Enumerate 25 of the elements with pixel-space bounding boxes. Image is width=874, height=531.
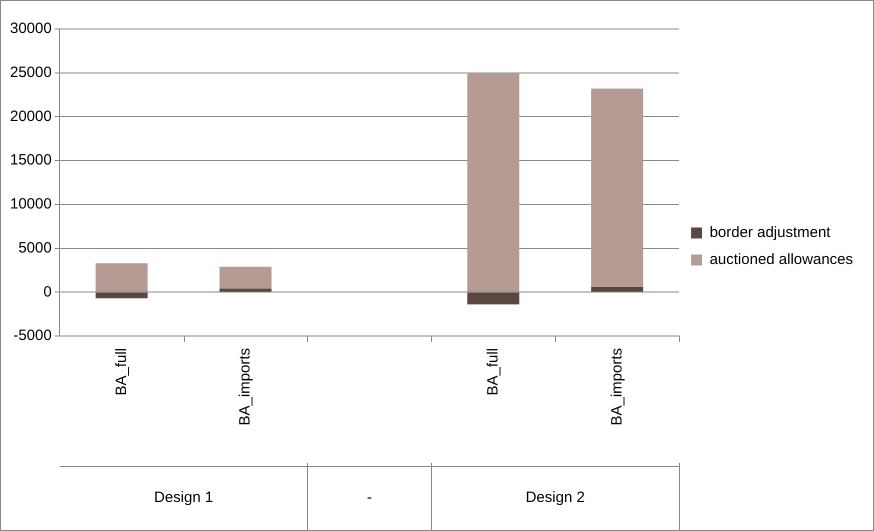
x-tick-label: BA_imports bbox=[608, 348, 626, 426]
bar bbox=[467, 292, 520, 304]
y-tick-label: 0 bbox=[43, 283, 52, 300]
bar bbox=[96, 292, 148, 298]
x-tick-label: BA_imports bbox=[236, 348, 254, 426]
text: Design 1 bbox=[154, 489, 214, 506]
bar bbox=[591, 88, 644, 287]
bar bbox=[220, 266, 272, 289]
bar bbox=[467, 72, 520, 292]
y-tick-label: -5000 bbox=[13, 327, 52, 344]
y-tick-label: 15000 bbox=[10, 152, 52, 169]
y-tick-label: 10000 bbox=[10, 196, 52, 213]
bar bbox=[591, 286, 644, 292]
bar bbox=[220, 288, 272, 292]
y-tick-label: 30000 bbox=[10, 20, 52, 38]
y-tick-label: 20000 bbox=[10, 108, 52, 125]
legend-label: border adjustment bbox=[710, 224, 832, 242]
text: - bbox=[366, 489, 372, 506]
y-tick-label: 5000 bbox=[18, 239, 52, 256]
y-tick-label: 25000 bbox=[10, 64, 52, 81]
text: Design 2 bbox=[526, 489, 585, 506]
x-tick-label: BA_full bbox=[484, 348, 502, 396]
bar bbox=[96, 263, 148, 292]
x-tick-label: BA_full bbox=[112, 348, 130, 396]
legend-label: auctioned allowances bbox=[710, 251, 854, 268]
